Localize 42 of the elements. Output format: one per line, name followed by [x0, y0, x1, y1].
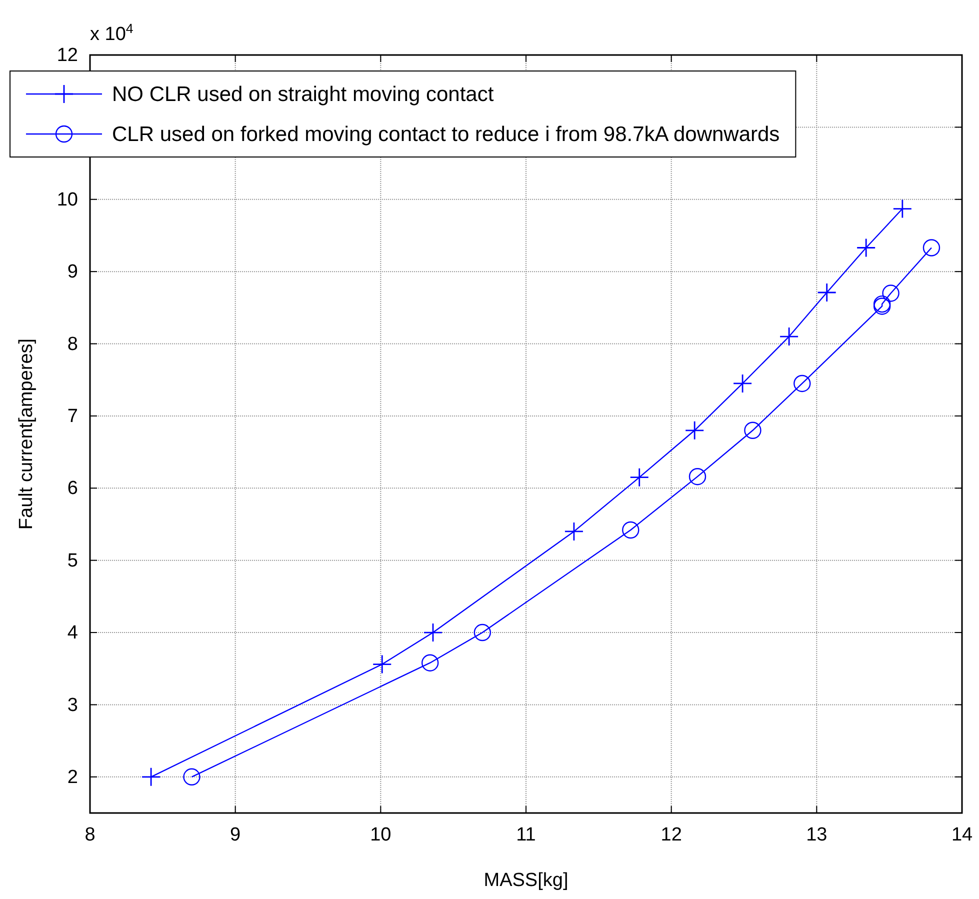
y-tick-label: 8 [67, 334, 78, 355]
point [744, 422, 762, 439]
y-tick-label: 7 [67, 406, 78, 428]
point [372, 654, 392, 674]
y-tick-label: 2 [67, 766, 78, 788]
point [684, 420, 704, 440]
point [141, 767, 161, 787]
x-tick-label: 8 [84, 824, 96, 846]
y-tick-label: 10 [56, 189, 78, 210]
x-tick-label: 14 [951, 824, 973, 846]
y-axis-title: Fault current[amperes] [16, 338, 37, 530]
y-tick-label: 3 [67, 694, 78, 716]
x-tick-label: 9 [230, 824, 241, 846]
point [622, 521, 640, 539]
x-tick-label: 11 [516, 824, 536, 846]
point [423, 622, 443, 642]
point [732, 374, 752, 394]
text: x 10$^{4}$ [90, 20, 134, 45]
point [856, 238, 876, 258]
point [882, 284, 900, 302]
y-tick-label: 4 [67, 622, 78, 644]
legend-label: CLR used on forked moving contact to reduce i from 98.7kA downwards [112, 123, 780, 146]
x-tick-label: 12 [660, 824, 682, 846]
point [688, 468, 706, 486]
point [421, 654, 439, 672]
point [892, 199, 912, 218]
point [564, 522, 584, 542]
x-axis-title: MASS[kg] [484, 870, 568, 891]
y-tick-label: 12 [56, 45, 78, 66]
point [922, 239, 940, 256]
point [817, 282, 837, 302]
point [183, 768, 200, 786]
x-tick-label: 13 [806, 824, 828, 846]
point [474, 624, 491, 642]
point [779, 326, 799, 346]
y-tick-label: 5 [67, 550, 78, 572]
point [794, 374, 811, 392]
y-tick-label: 6 [67, 478, 78, 500]
legend-label: NO CLR used on straight moving contact [112, 83, 494, 106]
y-tick-label: 9 [67, 262, 78, 283]
point [630, 468, 650, 488]
x-tick-label: 10 [370, 824, 392, 846]
